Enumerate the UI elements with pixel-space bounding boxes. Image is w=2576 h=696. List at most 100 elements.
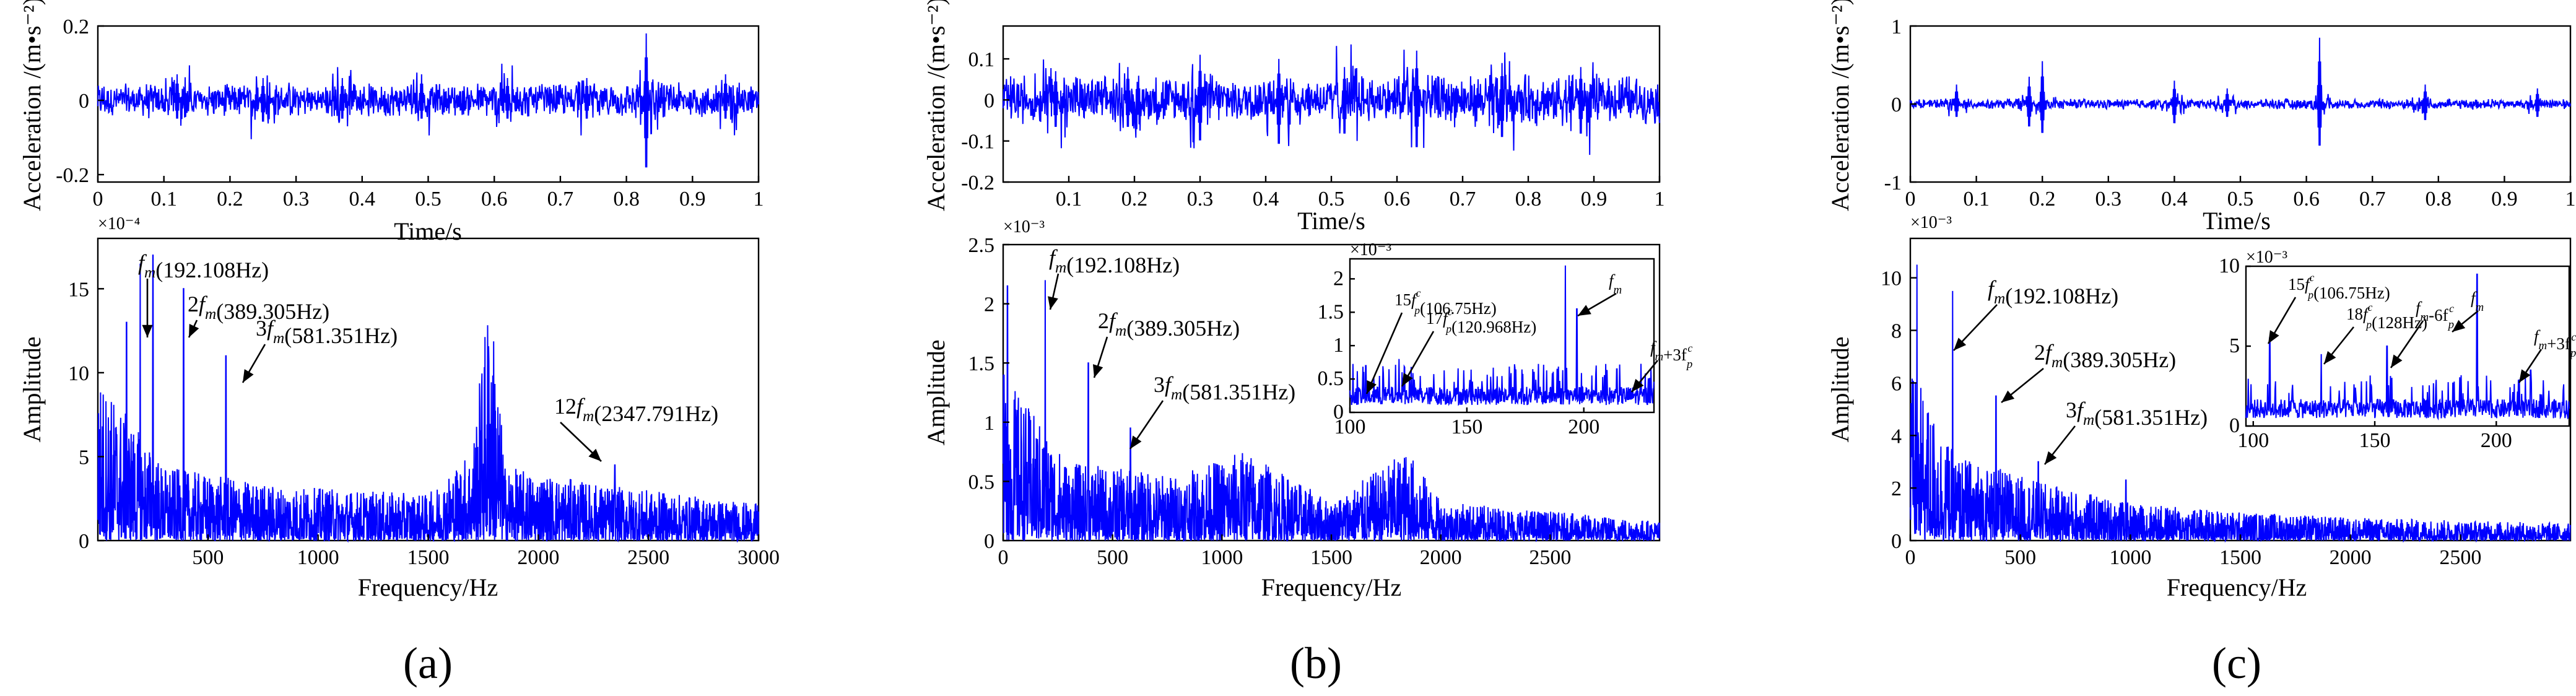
spectrum-xtick-label: 2000 [517,546,559,569]
annotation-label: 12fm(2347.791Hz) [554,394,718,426]
spectrum-xtick-label: 0 [1905,546,1916,569]
annotation-arrowhead [243,369,254,383]
spectrum-ytick-label: 1 [984,412,994,435]
time-xtick-label: 0.6 [2293,188,2320,211]
annotation-arrowhead [588,448,601,461]
spectrum-xtick-label: 500 [2004,546,2036,569]
inset-xtick-label: 150 [2359,429,2391,452]
annotation-arrowhead [1048,296,1058,310]
annotation-label: fm [1609,271,1622,297]
annotation-arrowhead [1578,305,1591,316]
spectrum-xtick-label: 1000 [297,546,339,569]
inset-ytick-label: 10 [2219,254,2240,277]
spectrum-xtick-label: 0 [998,546,1009,569]
spectrum-ytick-label: 10 [1881,268,1902,290]
time-ytick-label: 0.2 [63,15,90,38]
spectrum-ytick-label: 8 [1891,320,1902,343]
inset-xtick-label: 150 [1451,415,1482,438]
time-xtick-label: 0 [1905,188,1916,211]
annotation-arrowhead [2001,390,2015,402]
time-xtick-label: 0.7 [2359,188,2386,211]
spectrum-plot-a: 500 1000 1500 2000 2500 3000 0 5 10 15 ×10⁻⁴ Freque… [18,214,780,601]
inset-ytick-label: 0 [2229,414,2240,437]
annotation-label: fm(192.108Hz) [1049,245,1180,277]
spectrum-xlabel: Frequency/Hz [358,573,498,601]
time-xtick-label: 0.9 [1581,188,1608,211]
annotation-arrowhead [1092,364,1103,378]
annotation-arrowhead [2268,330,2279,344]
spectrum-ytick-label: 1.5 [968,352,995,375]
annotation-label: 3fm(581.351Hz) [1154,372,1295,404]
spectrum-xtick-label: 1500 [1310,546,1352,569]
time-xtick-label: 0.5 [2227,188,2254,211]
time-xtick-label: 0.5 [1318,188,1345,211]
annotation-label: 15fc p(106.75Hz) [1395,287,1497,318]
annotation-label: 15fc p(106.75Hz) [2288,271,2390,302]
panel-c: 0 0.1 0.2 0.3 0.4 0.5 0.6 0.7 0.8 0.9 1-101Time/sA… [1826,0,2576,688]
inset-exponent: ×10⁻³ [1350,240,1391,259]
annotation-label: fm(192.108Hz) [1988,276,2118,308]
time-xtick-label: 0.4 [349,188,376,211]
panel-label: (b) [1290,638,1342,688]
spectrum-xtick-label: 500 [1097,546,1128,569]
time-xtick-label: 0.1 [1056,188,1082,211]
annotation-arrowhead [1367,380,1377,394]
time-xtick-label: 0.3 [1187,188,1214,211]
time-xtick-label: 0.3 [2095,188,2122,211]
time-xtick-label: 1 [1655,188,1665,211]
annotation-arrowhead [1632,378,1644,392]
time-xtick-label: 0.6 [1384,188,1411,211]
spectrum-ytick-label: 6 [1891,372,1902,395]
time-xtick-label: 0.9 [2491,188,2518,211]
inset-xtick-label: 100 [2237,429,2269,452]
time-xlabel: Time/s [2203,207,2271,235]
time-xtick-label: 0.4 [2161,188,2188,211]
time-xtick-label: 1 [2565,188,2576,211]
spectrum-xtick-label: 2500 [1529,546,1571,569]
time-ytick-label: -0.2 [56,164,89,187]
time-ytick-label: -0.2 [961,172,994,194]
time-xtick-label: 1 [754,188,764,211]
spectrum-ytick-label: 15 [68,278,89,301]
time-xlabel: Time/s [1297,207,1365,235]
time-ytick-label: 0 [79,90,89,113]
inset-exponent: ×10⁻³ [2246,248,2287,267]
panel-a: 0 0.1 0.2 0.3 0.4 0.5 0.6 0.7 0.8 0.9 1-0.200.2Tim… [18,0,780,688]
spectrum-xtick-label: 2500 [2439,546,2481,569]
panel-label: (a) [403,638,453,688]
time-xtick-label: 0.9 [679,188,706,211]
annotation-arrowhead [2519,369,2531,383]
time-ylabel: Acceleration /(m•s⁻²) [1826,0,1854,211]
spectrum-xtick-label: 3000 [738,546,780,569]
spectrum-xlabel: Frequency/Hz [2167,573,2307,601]
time-ytick-label: -1 [1884,172,1902,194]
spectrum-ytick-label: 0.5 [968,471,995,494]
time-ylabel: Acceleration /(m•s⁻²) [18,0,46,211]
time-ytick-label: -0.1 [961,131,994,154]
spectrum-ytick-label: 0 [79,530,89,553]
time-signal-line [1910,37,2571,146]
time-xtick-label: 0 [93,188,103,211]
time-xtick-label: 0.7 [1450,188,1476,211]
time-xtick-label: 0.2 [1121,188,1148,211]
time-signal-line [97,33,759,168]
spectrum-xtick-label: 500 [192,546,224,569]
annotation-label: 17fc p(120.968Hz) [1426,305,1536,336]
time-xtick-label: 0.4 [1253,188,1279,211]
inset-plot-b: 100 150 200 0 0.5 1 1.5 2 ×10⁻³ 15fc p(106.75Hz)17… [1318,240,1693,438]
spectrum-xtick-label: 1500 [2219,546,2261,569]
annotation-label: fm(192.108Hz) [138,250,269,282]
annotation-arrowhead [2324,350,2336,364]
time-xtick-label: 0.2 [2029,188,2056,211]
spectrum-xtick-label: 2000 [2330,546,2372,569]
time-ytick-label: 0.1 [968,48,995,71]
spectrum-xtick-label: 1000 [2109,546,2151,569]
annotation-arrowhead [2452,320,2466,332]
panel-b: 0.1 0.2 0.3 0.4 0.5 0.6 0.7 0.8 0.9 1 -0.2 -0.1 0 0.1… [922,0,1692,688]
inset-axes-frame [1349,258,1655,414]
spectrum-ylabel: Amplitude [18,336,46,442]
time-xtick-label: 0.1 [150,188,177,211]
inset-ytick-label: 0.5 [1318,367,1344,390]
spectrum-ytick-label: 2.5 [968,234,995,257]
